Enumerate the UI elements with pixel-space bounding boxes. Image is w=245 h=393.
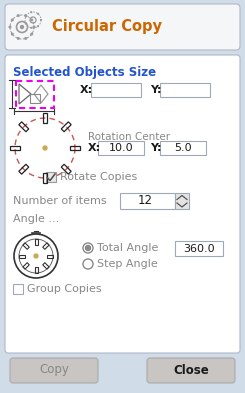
- FancyBboxPatch shape: [5, 55, 240, 353]
- Bar: [175, 193, 189, 209]
- Text: Close: Close: [173, 364, 209, 376]
- Bar: [43, 173, 47, 183]
- FancyBboxPatch shape: [147, 358, 235, 383]
- Bar: [70, 146, 80, 150]
- Text: Group Copies: Group Copies: [27, 284, 102, 294]
- Circle shape: [33, 26, 36, 29]
- Bar: [98, 141, 144, 155]
- Circle shape: [83, 259, 93, 269]
- Circle shape: [11, 18, 14, 22]
- FancyBboxPatch shape: [5, 4, 240, 50]
- Bar: [175, 241, 223, 256]
- Text: Angle ...: Angle ...: [13, 214, 59, 224]
- Text: 10.0: 10.0: [109, 143, 133, 153]
- Text: X:: X:: [88, 143, 101, 153]
- Text: Number of items: Number of items: [13, 196, 107, 206]
- Text: X:: X:: [80, 85, 93, 95]
- Text: Y:: Y:: [150, 85, 161, 95]
- Bar: [10, 146, 20, 150]
- Circle shape: [43, 146, 47, 150]
- Circle shape: [17, 37, 20, 40]
- Circle shape: [17, 14, 20, 17]
- Circle shape: [9, 26, 12, 29]
- Bar: [19, 255, 25, 257]
- Bar: [61, 164, 71, 174]
- Text: 12: 12: [138, 195, 153, 208]
- Circle shape: [30, 27, 32, 29]
- Text: Y:: Y:: [150, 143, 161, 153]
- Bar: [23, 263, 29, 269]
- Bar: [35, 239, 37, 245]
- Bar: [23, 243, 29, 249]
- Circle shape: [20, 25, 24, 29]
- Circle shape: [30, 11, 32, 13]
- Circle shape: [37, 13, 39, 15]
- Bar: [13, 284, 23, 294]
- Text: Circular Copy: Circular Copy: [52, 20, 162, 35]
- Bar: [30, 94, 40, 103]
- Circle shape: [34, 254, 38, 258]
- Bar: [46, 172, 56, 182]
- Text: Rotation Center: Rotation Center: [88, 132, 170, 142]
- Circle shape: [24, 37, 27, 40]
- Text: 360.0: 360.0: [183, 244, 215, 253]
- Circle shape: [30, 18, 33, 22]
- Circle shape: [24, 14, 27, 17]
- Text: 5.0: 5.0: [174, 143, 192, 153]
- Circle shape: [86, 246, 90, 250]
- Bar: [61, 122, 71, 132]
- Circle shape: [25, 22, 27, 25]
- Bar: [160, 83, 210, 97]
- Text: Rotate Copies: Rotate Copies: [60, 172, 137, 182]
- Bar: [35, 267, 37, 273]
- Bar: [16, 81, 54, 108]
- Bar: [43, 263, 49, 269]
- Text: Copy: Copy: [39, 364, 69, 376]
- Bar: [91, 83, 141, 97]
- Circle shape: [25, 15, 27, 18]
- Circle shape: [30, 33, 33, 35]
- Bar: [43, 113, 47, 123]
- Text: Total Angle: Total Angle: [97, 243, 158, 253]
- Circle shape: [11, 33, 14, 35]
- Bar: [43, 243, 49, 249]
- FancyBboxPatch shape: [10, 358, 98, 383]
- Bar: [19, 122, 29, 132]
- Text: Selected Objects Size: Selected Objects Size: [13, 66, 156, 79]
- Bar: [120, 193, 175, 209]
- Bar: [19, 164, 29, 174]
- Circle shape: [14, 234, 58, 278]
- Bar: [47, 255, 53, 257]
- Circle shape: [40, 19, 42, 21]
- Circle shape: [37, 25, 39, 28]
- Text: Step Angle: Step Angle: [97, 259, 158, 269]
- Circle shape: [83, 243, 93, 253]
- Bar: [160, 141, 206, 155]
